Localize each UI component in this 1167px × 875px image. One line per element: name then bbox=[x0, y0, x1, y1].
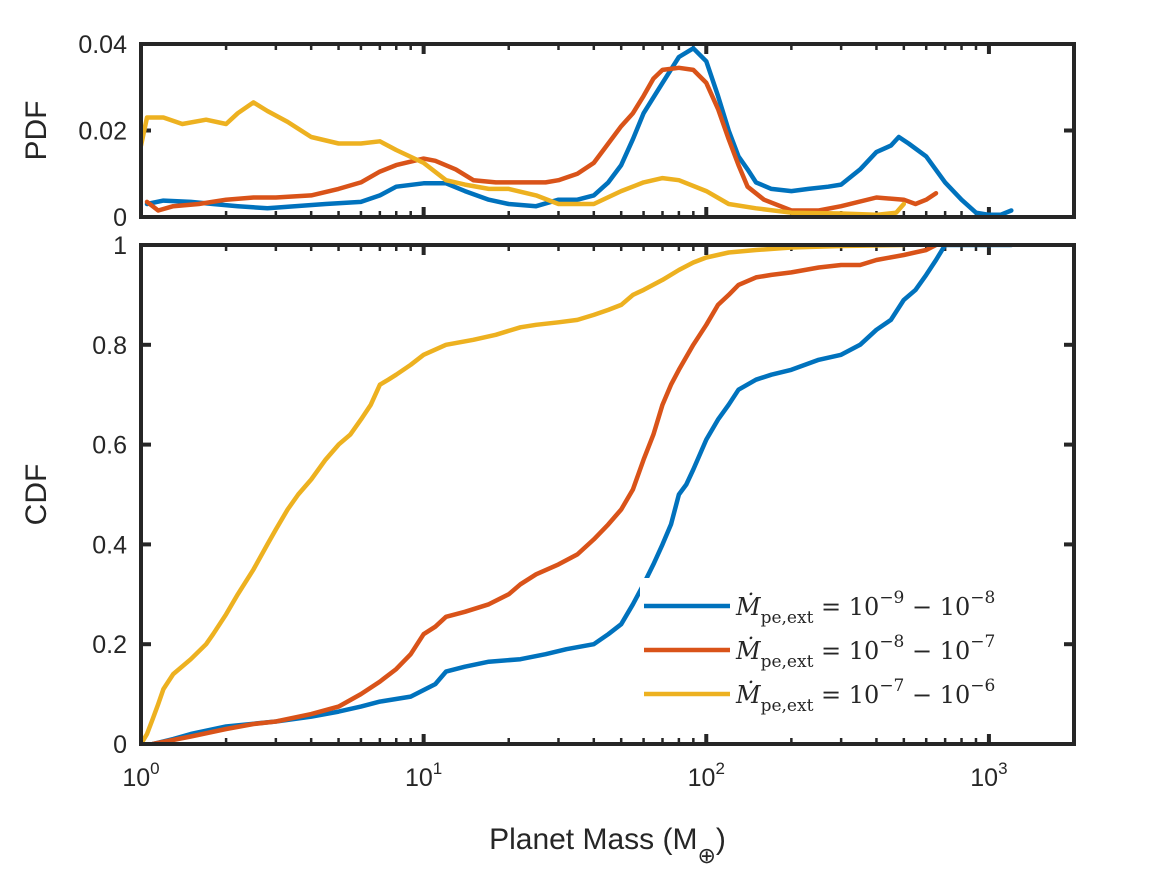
pdf-y-axis-title: PDF bbox=[20, 101, 53, 161]
cdf-axes-frame bbox=[139, 243, 1076, 746]
y-tick-label: 0.04 bbox=[78, 31, 127, 59]
x-axis-title: Planet Mass (M⊕) bbox=[489, 823, 726, 868]
legend-box bbox=[640, 578, 1060, 728]
y-tick-label: 0.02 bbox=[78, 118, 127, 146]
x-tick-label: 100 bbox=[122, 759, 159, 792]
cdf-y-axis-title: CDF bbox=[20, 464, 53, 526]
pdf-axes-frame bbox=[139, 42, 1076, 219]
x-tick-label: 103 bbox=[970, 759, 1007, 792]
y-tick-label: 0 bbox=[113, 731, 127, 759]
y-tick-label: 0.2 bbox=[92, 631, 127, 659]
pdf-panel: 0 0.02 0.04 PDF bbox=[20, 31, 1076, 232]
x-tick-label: 101 bbox=[405, 759, 442, 792]
cdf-series-2-line bbox=[150, 243, 939, 744]
y-tick-label: 0.8 bbox=[92, 332, 127, 360]
y-tick-label: 1 bbox=[113, 232, 127, 260]
y-tick-label: 0 bbox=[113, 204, 127, 232]
y-tick-label: 0.4 bbox=[92, 531, 127, 559]
pdf-series-2-line bbox=[144, 65, 939, 213]
pdf-series-3-line bbox=[141, 100, 907, 217]
cdf-series-1-line bbox=[150, 243, 1014, 744]
cdf-panel: 0 0.2 0.4 0.6 0.8 1 CDF 100 101 102 103 Planet Mass… bbox=[20, 232, 1076, 868]
legend-entry-3: Ṁpe,ext = 10−7 − 10−6 bbox=[735, 676, 995, 716]
cdf-series-3-line bbox=[141, 243, 907, 744]
y-tick-label: 0.6 bbox=[92, 432, 127, 460]
x-tick-label: 102 bbox=[688, 759, 725, 792]
legend-entry-1: Ṁpe,ext = 10−9 − 10−8 bbox=[735, 588, 995, 628]
legend-entry-2: Ṁpe,ext = 10−8 − 10−7 bbox=[735, 632, 995, 672]
